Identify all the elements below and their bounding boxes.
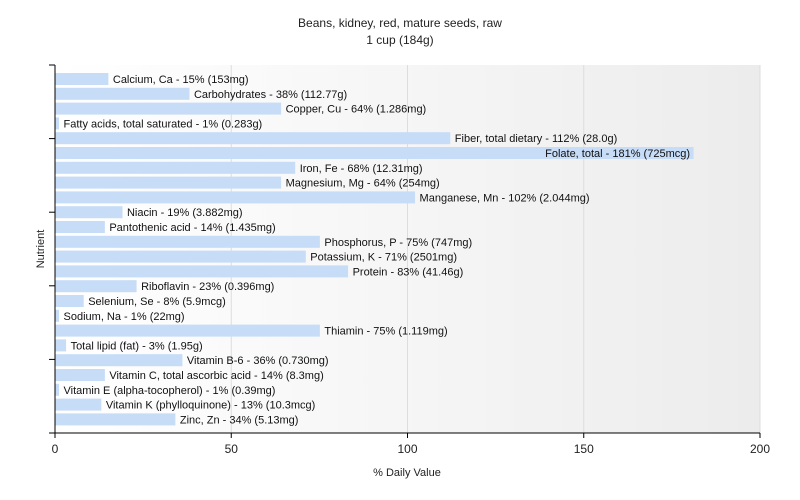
bar-label-5: Folate, total - 181% (725mcg) (545, 148, 690, 160)
bar-label-12: Potassium, K - 71% (2501mg) (310, 252, 457, 264)
bar-label-13: Protein - 83% (41.46g) (353, 266, 464, 278)
bar-label-14: Riboflavin - 23% (0.396mg) (141, 281, 274, 293)
x-tick-label-150: 150 (574, 442, 594, 456)
bar-5 (55, 147, 694, 159)
chart-title: Beans, kidney, red, mature seeds, raw (298, 16, 502, 30)
bar-2 (55, 102, 282, 115)
bar-label-11: Phosphorus, P - 75% (747mg) (324, 237, 472, 249)
bar-15 (55, 295, 84, 307)
bar-6 (55, 161, 296, 174)
bar-label-8: Manganese, Mn - 102% (2.044mg) (420, 192, 590, 204)
bar-label-9: Niacin - 19% (3.882mg) (127, 207, 243, 219)
bar-label-7: Magnesium, Mg - 64% (254mg) (286, 178, 440, 190)
bar-label-15: Selenium, Se - 8% (5.9mcg) (88, 296, 226, 308)
bar-0 (55, 73, 109, 85)
bar-label-17: Thiamin - 75% (1.119mg) (324, 326, 447, 338)
x-tick-label-200: 200 (750, 442, 770, 456)
bar-18 (55, 339, 67, 352)
bar-19 (55, 354, 183, 367)
bar-13 (55, 265, 349, 278)
bar-label-3: Fatty acids, total saturated - 1% (0.283… (64, 118, 263, 130)
x-ticks: 0 50 100 150 200 (52, 433, 770, 456)
bar-label-2: Copper, Cu - 64% (1.286mg) (286, 104, 427, 116)
bar-label-0: Calcium, Ca - 15% (153mg) (113, 74, 249, 86)
x-tick-label-50: 50 (225, 442, 239, 456)
bar-label-21: Vitamin E (alpha-tocopherol) - 1% (0.39m… (64, 385, 276, 397)
bar-9 (55, 206, 123, 219)
bar-22 (55, 398, 102, 411)
bar-10 (55, 221, 105, 233)
bar-label-18: Total lipid (fat) - 3% (1.95g) (71, 340, 203, 352)
bar-3 (55, 117, 60, 130)
x-axis-label: % Daily Value (373, 467, 441, 479)
bar-17 (55, 324, 320, 337)
bar-14 (55, 280, 137, 293)
bar-21 (55, 383, 60, 396)
bar-label-4: Fiber, total dietary - 112% (28.0g) (455, 133, 617, 145)
bar-label-19: Vitamin B-6 - 36% (0.730mg) (187, 355, 329, 367)
bar-23 (55, 413, 176, 426)
bar-1 (55, 87, 190, 100)
x-tick-label-100: 100 (397, 442, 417, 456)
bars: Calcium, Ca - 15% (153mg) Carbohydrates -… (55, 73, 694, 426)
bar-4 (55, 132, 451, 145)
y-axis-label: Nutrient (35, 230, 47, 269)
bar-12 (55, 250, 306, 263)
bar-7 (55, 176, 282, 189)
chart-subtitle: 1 cup (184g) (366, 33, 433, 47)
bar-11 (55, 235, 320, 248)
bar-label-6: Iron, Fe - 68% (12.31mg) (300, 163, 423, 175)
bar-20 (55, 369, 105, 381)
bar-16 (55, 309, 60, 322)
bar-label-10: Pantothenic acid - 14% (1.435mg) (109, 222, 275, 234)
bar-label-23: Zinc, Zn - 34% (5.13mg) (180, 414, 299, 426)
bar-label-22: Vitamin K (phylloquinone) - 13% (10.3mcg… (106, 400, 316, 412)
bar-label-20: Vitamin C, total ascorbic acid - 14% (8.… (109, 370, 323, 382)
bar-label-16: Sodium, Na - 1% (22mg) (64, 311, 185, 323)
x-tick-label-0: 0 (52, 442, 59, 456)
bar-8 (55, 191, 416, 204)
gridlines (230, 65, 761, 433)
bar-label-1: Carbohydrates - 38% (112.77g) (194, 89, 347, 101)
